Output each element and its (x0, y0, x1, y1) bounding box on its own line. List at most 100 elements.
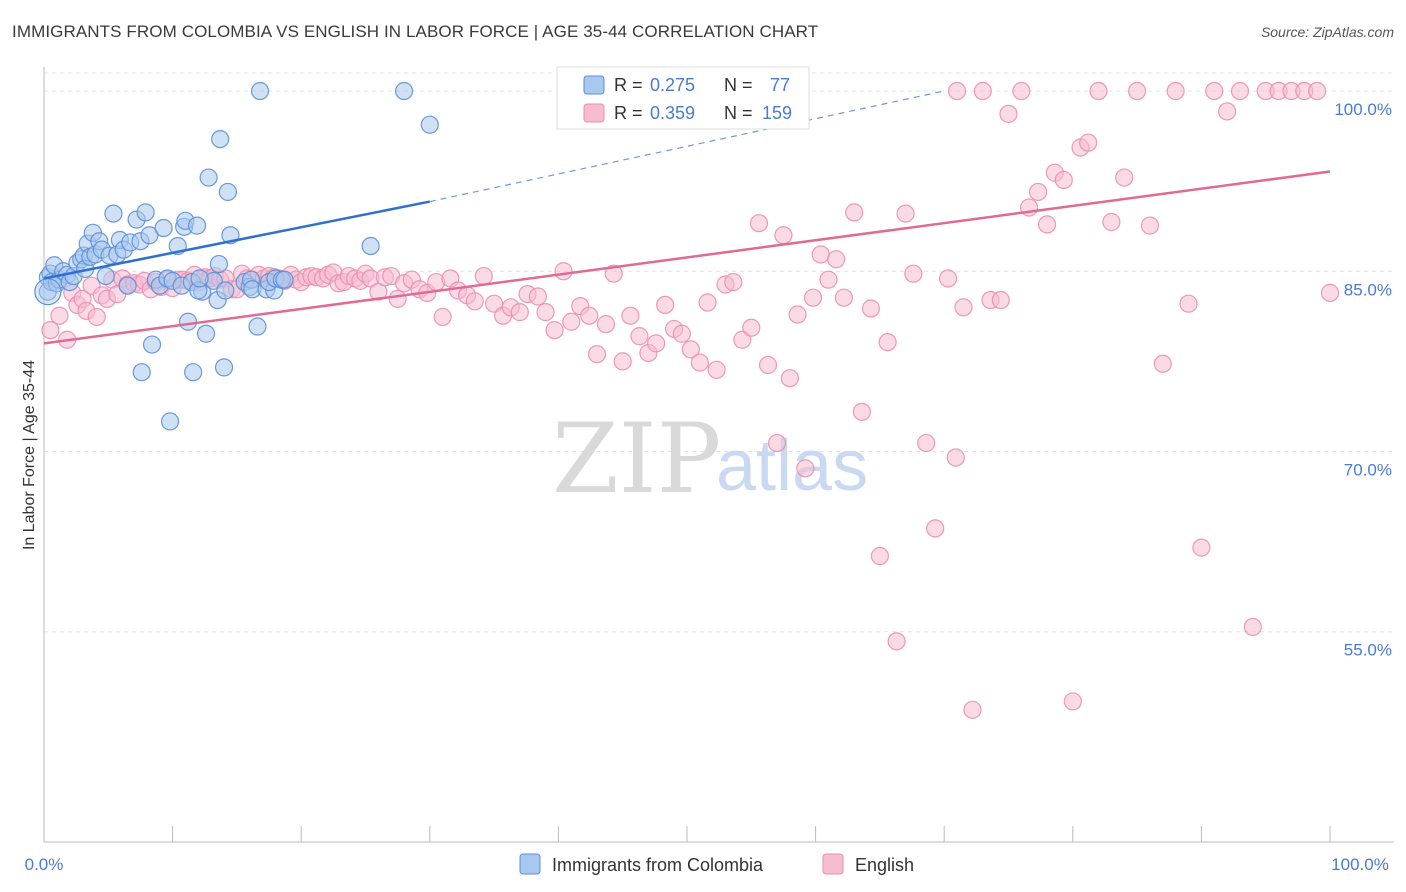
data-points (34, 81, 1340, 719)
y-tick-label: 85.0% (1344, 280, 1392, 299)
gridlines (44, 72, 1394, 633)
point-english (1308, 81, 1327, 101)
point-english (388, 289, 407, 308)
point-english (827, 250, 846, 269)
point-english (672, 324, 691, 343)
point-english (803, 288, 823, 307)
point-english (621, 306, 640, 325)
chart-title: IMMIGRANTS FROM COLOMBIA VS ENGLISH IN L… (12, 22, 819, 41)
point-colombia (104, 204, 123, 223)
point-english (1192, 538, 1211, 557)
x-tick-label-min: 0.0% (25, 855, 64, 874)
point-english (545, 321, 564, 340)
point-english (656, 295, 675, 315)
point-english (946, 448, 965, 467)
point-english (834, 288, 853, 307)
point-colombia (209, 254, 228, 274)
axes (43, 67, 1394, 843)
stats-legend: R = 0.275 N = 77 R = 0.359 N = 159 (556, 66, 810, 130)
point-english (1218, 102, 1237, 121)
point-colombia (154, 218, 173, 238)
point-english (852, 402, 871, 421)
point-english (1205, 81, 1224, 101)
legend-swatch-english (583, 103, 605, 123)
point-english (796, 459, 815, 478)
point-english (1012, 81, 1031, 101)
point-colombia (250, 81, 270, 101)
point-colombia (248, 317, 267, 336)
point-colombia (132, 363, 151, 382)
point-english (887, 632, 906, 651)
point-english (596, 315, 616, 334)
point-colombia (142, 335, 162, 354)
legend-swatch-colombia (583, 75, 605, 95)
point-english (698, 293, 717, 312)
y-tick-label: 100.0% (1334, 100, 1392, 119)
point-english (963, 700, 982, 719)
y-axis-title: In Labor Force | Age 35-44 (21, 360, 38, 550)
point-english (733, 330, 752, 349)
point-colombia (118, 276, 137, 295)
point-english (630, 327, 649, 346)
point-english (1037, 215, 1057, 234)
point-english (1230, 81, 1250, 101)
legend-n-value-colombia: 77 (770, 75, 790, 95)
point-english (1243, 617, 1262, 637)
point-colombia (178, 312, 198, 331)
bottom-legend-label-colombia: Immigrants from Colombia (552, 855, 764, 875)
point-english (580, 306, 599, 325)
y-tick-label: 70.0% (1344, 460, 1392, 479)
point-english (554, 262, 573, 281)
legend-r-label-english: R = (614, 103, 643, 123)
point-colombia (394, 81, 414, 101)
point-english (528, 287, 547, 306)
point-english (1320, 283, 1340, 302)
point-english (562, 312, 581, 331)
point-colombia (420, 115, 439, 134)
bottom-legend-label-english: English (855, 855, 914, 875)
point-english (474, 266, 493, 286)
point-english (861, 299, 880, 318)
point-english (742, 318, 761, 337)
point-english (707, 360, 726, 379)
point-english (433, 307, 452, 327)
point-english (536, 303, 555, 322)
point-english (647, 334, 666, 353)
watermark-zip: ZIP (552, 403, 721, 515)
legend-n-label-colombia: N = (724, 75, 753, 95)
point-colombia (218, 182, 237, 202)
point-colombia (140, 226, 159, 245)
trend-line-english (43, 170, 1331, 345)
point-english (1166, 81, 1185, 101)
point-english (587, 345, 607, 364)
legend-n-label-english: N = (724, 103, 753, 123)
watermark-atlas: atlas (716, 426, 868, 506)
point-english (1115, 168, 1134, 187)
point-colombia-cluster (34, 278, 62, 306)
point-english (904, 264, 923, 283)
point-english (1063, 692, 1082, 711)
point-english (780, 369, 799, 388)
point-colombia (361, 236, 380, 256)
point-english (749, 214, 769, 233)
y-tick-labels: 55.0% 70.0% 85.0% 100.0% (1334, 100, 1392, 660)
point-english (1127, 81, 1147, 101)
point-colombia (190, 269, 209, 288)
point-english (926, 519, 945, 538)
point-english (947, 81, 967, 101)
legend-r-value-colombia: 0.275 (650, 75, 695, 95)
point-english (1028, 182, 1048, 202)
point-english (681, 340, 700, 359)
point-english (811, 245, 830, 264)
point-english (87, 307, 106, 327)
x-tick-label-max: 100.0% (1331, 855, 1389, 874)
point-english (973, 81, 992, 101)
point-colombia (96, 266, 115, 286)
legend-n-value-english: 159 (762, 103, 792, 123)
point-english (788, 305, 807, 324)
point-english (1153, 354, 1172, 373)
point-english (999, 104, 1018, 123)
point-colombia (199, 168, 218, 187)
point-english (774, 226, 793, 245)
